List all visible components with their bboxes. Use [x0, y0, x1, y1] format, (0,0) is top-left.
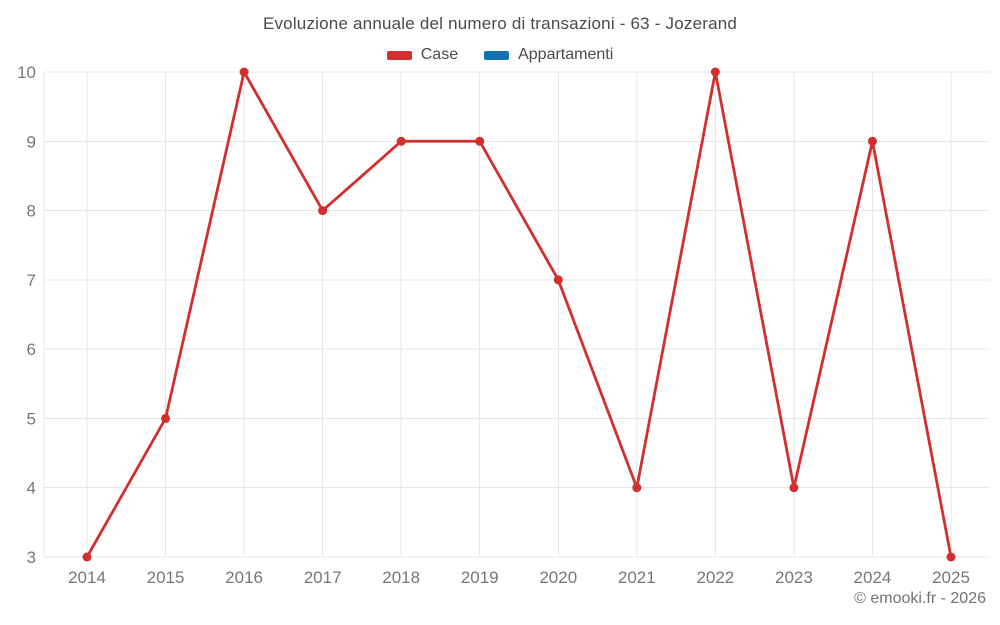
legend-item-case[interactable]: Case — [386, 46, 459, 64]
data-point-2024[interactable] — [867, 136, 877, 146]
y-tick-label: 9 — [27, 132, 36, 151]
watermark: © emooki.fr - 2026 — [854, 590, 986, 607]
x-tick-label: 2023 — [775, 568, 813, 587]
y-tick-label: 3 — [27, 548, 36, 567]
data-point-2016[interactable] — [239, 67, 249, 77]
x-tick-label: 2019 — [461, 568, 499, 587]
x-tick-label: 2020 — [539, 568, 577, 587]
y-tick-label: 10 — [17, 63, 36, 82]
data-point-2017[interactable] — [318, 206, 328, 216]
legend-swatch-case — [386, 50, 412, 60]
y-tick-label: 4 — [27, 479, 36, 498]
chart-title: Evoluzione annuale del numero di transaz… — [262, 14, 738, 33]
data-point-2023[interactable] — [789, 483, 799, 493]
legend-item-appartamenti[interactable]: Appartamenti — [484, 46, 613, 64]
y-tick-label: 7 — [27, 271, 36, 290]
x-tick-label: 2024 — [854, 568, 892, 587]
x-tick-label: 2021 — [618, 568, 656, 587]
legend-label-appartamenti: Appartamenti — [518, 46, 614, 63]
x-tick-label: 2018 — [382, 568, 420, 587]
y-tick-label: 5 — [27, 409, 36, 428]
data-point-2015[interactable] — [161, 413, 171, 423]
legend-swatch-appartamenti — [484, 50, 510, 60]
chart-legend: Case Appartamenti — [0, 46, 1000, 64]
data-point-2021[interactable] — [632, 483, 642, 493]
x-tick-label: 2022 — [696, 568, 734, 587]
y-tick-label: 6 — [27, 340, 36, 359]
x-tick-label: 2014 — [68, 568, 106, 587]
x-tick-label: 2025 — [932, 568, 970, 587]
data-point-2014[interactable] — [82, 552, 92, 562]
y-tick-label: 8 — [27, 202, 36, 221]
data-point-2019[interactable] — [475, 136, 485, 146]
x-tick-label: 2015 — [147, 568, 185, 587]
legend-label-case: Case — [420, 46, 459, 63]
data-point-2020[interactable] — [553, 275, 563, 285]
data-point-2025[interactable] — [946, 552, 956, 562]
series-line-case — [85, 70, 953, 559]
data-point-2018[interactable] — [396, 136, 406, 146]
x-tick-label: 2016 — [225, 568, 263, 587]
x-tick-label: 2017 — [304, 568, 342, 587]
data-point-2022[interactable] — [710, 67, 720, 77]
